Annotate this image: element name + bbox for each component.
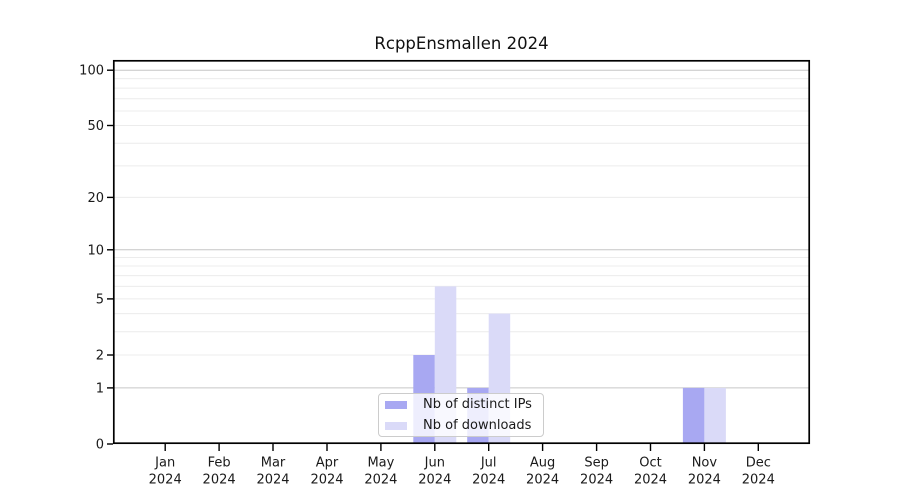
x-tick-year-label: 2024 [688,473,721,488]
x-tick-label: Apr [316,456,339,471]
x-tick-year-label: 2024 [310,473,343,488]
bar-downloads-nov [704,387,726,444]
x-tick-year-label: 2024 [418,473,451,488]
legend-swatch-distinct-ips [385,400,407,409]
x-tick-year-label: 2024 [472,473,505,488]
chart-title: RcppEnsmallen 2024 [374,34,549,53]
y-tick-label: 100 [79,64,104,79]
plot-border [112,59,811,445]
legend-item-downloads: Nb of downloads [385,419,543,432]
x-tick-label: Mar [261,456,286,471]
x-tick-label: Jun [424,456,445,471]
x-tick-label: Jul [480,456,497,471]
x-tick-label: May [367,456,394,471]
y-tick-label: 10 [87,243,104,258]
x-tick-year-label: 2024 [742,473,775,488]
x-tick-label: Dec [746,456,771,471]
x-tick-label: Jan [154,456,175,471]
x-tick-year-label: 2024 [580,473,613,488]
y-tick-label: 20 [87,191,104,206]
x-tick-year-label: 2024 [634,473,667,488]
legend-label-downloads: Nb of downloads [423,418,532,433]
y-tick-label: 50 [87,119,104,134]
x-tick-year-label: 2024 [526,473,559,488]
x-tick-label: Feb [208,456,231,471]
bar-distinct-ips-nov [682,387,705,444]
x-tick-year-label: 2024 [364,473,397,488]
y-tick-label: 0 [96,438,104,453]
legend-item-distinct-ips: Nb of distinct IPs [385,398,543,411]
x-tick-label: Aug [530,456,555,471]
legend-swatch-downloads [385,421,407,430]
y-tick-label: 1 [96,381,104,396]
x-tick-year-label: 2024 [149,473,182,488]
x-tick-label: Sep [584,456,609,471]
x-tick-year-label: 2024 [256,473,289,488]
x-tick-label: Oct [639,456,661,471]
y-tick-label: 5 [96,292,104,307]
x-tick-year-label: 2024 [203,473,236,488]
y-tick-label: 2 [96,349,104,364]
legend: Nb of distinct IPs Nb of downloads [378,393,544,437]
legend-label-distinct-ips: Nb of distinct IPs [423,397,532,412]
x-tick-label: Nov [692,456,718,471]
